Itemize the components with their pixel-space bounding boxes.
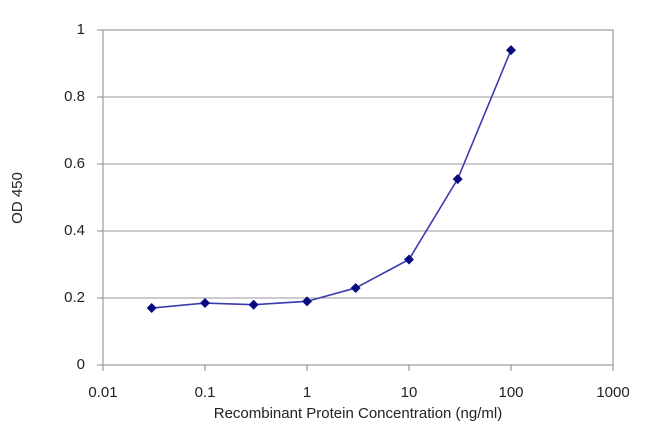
data-point [248, 299, 259, 310]
data-point [200, 298, 210, 309]
data-point [146, 303, 157, 314]
data-point [452, 174, 463, 185]
y-tick-label: 0 [77, 356, 85, 373]
data-point [302, 296, 312, 307]
x-tick-label: 1 [303, 384, 311, 401]
y-tick-label: 0.6 [64, 155, 85, 172]
y-axis-label: OD 450 [9, 172, 26, 224]
x-tick-label: 0.1 [195, 384, 216, 401]
data-line [151, 49, 512, 309]
x-tick-label: 10 [401, 384, 418, 401]
x-tick-label: 0.01 [88, 384, 117, 401]
x-axis-label: Recombinant Protein Concentration (ng/ml… [214, 405, 502, 422]
x-tick-label: 1000 [596, 384, 629, 401]
y-tick-label: 0.4 [64, 222, 85, 239]
data-point [404, 254, 414, 265]
y-tick-label: 1 [77, 21, 85, 38]
y-tick-label: 0.2 [64, 289, 85, 306]
data-point [506, 45, 516, 56]
x-tick-label: 100 [498, 384, 523, 401]
plot-area [102, 29, 614, 366]
y-tick-label: 0.8 [64, 88, 85, 105]
data-point [350, 282, 361, 293]
